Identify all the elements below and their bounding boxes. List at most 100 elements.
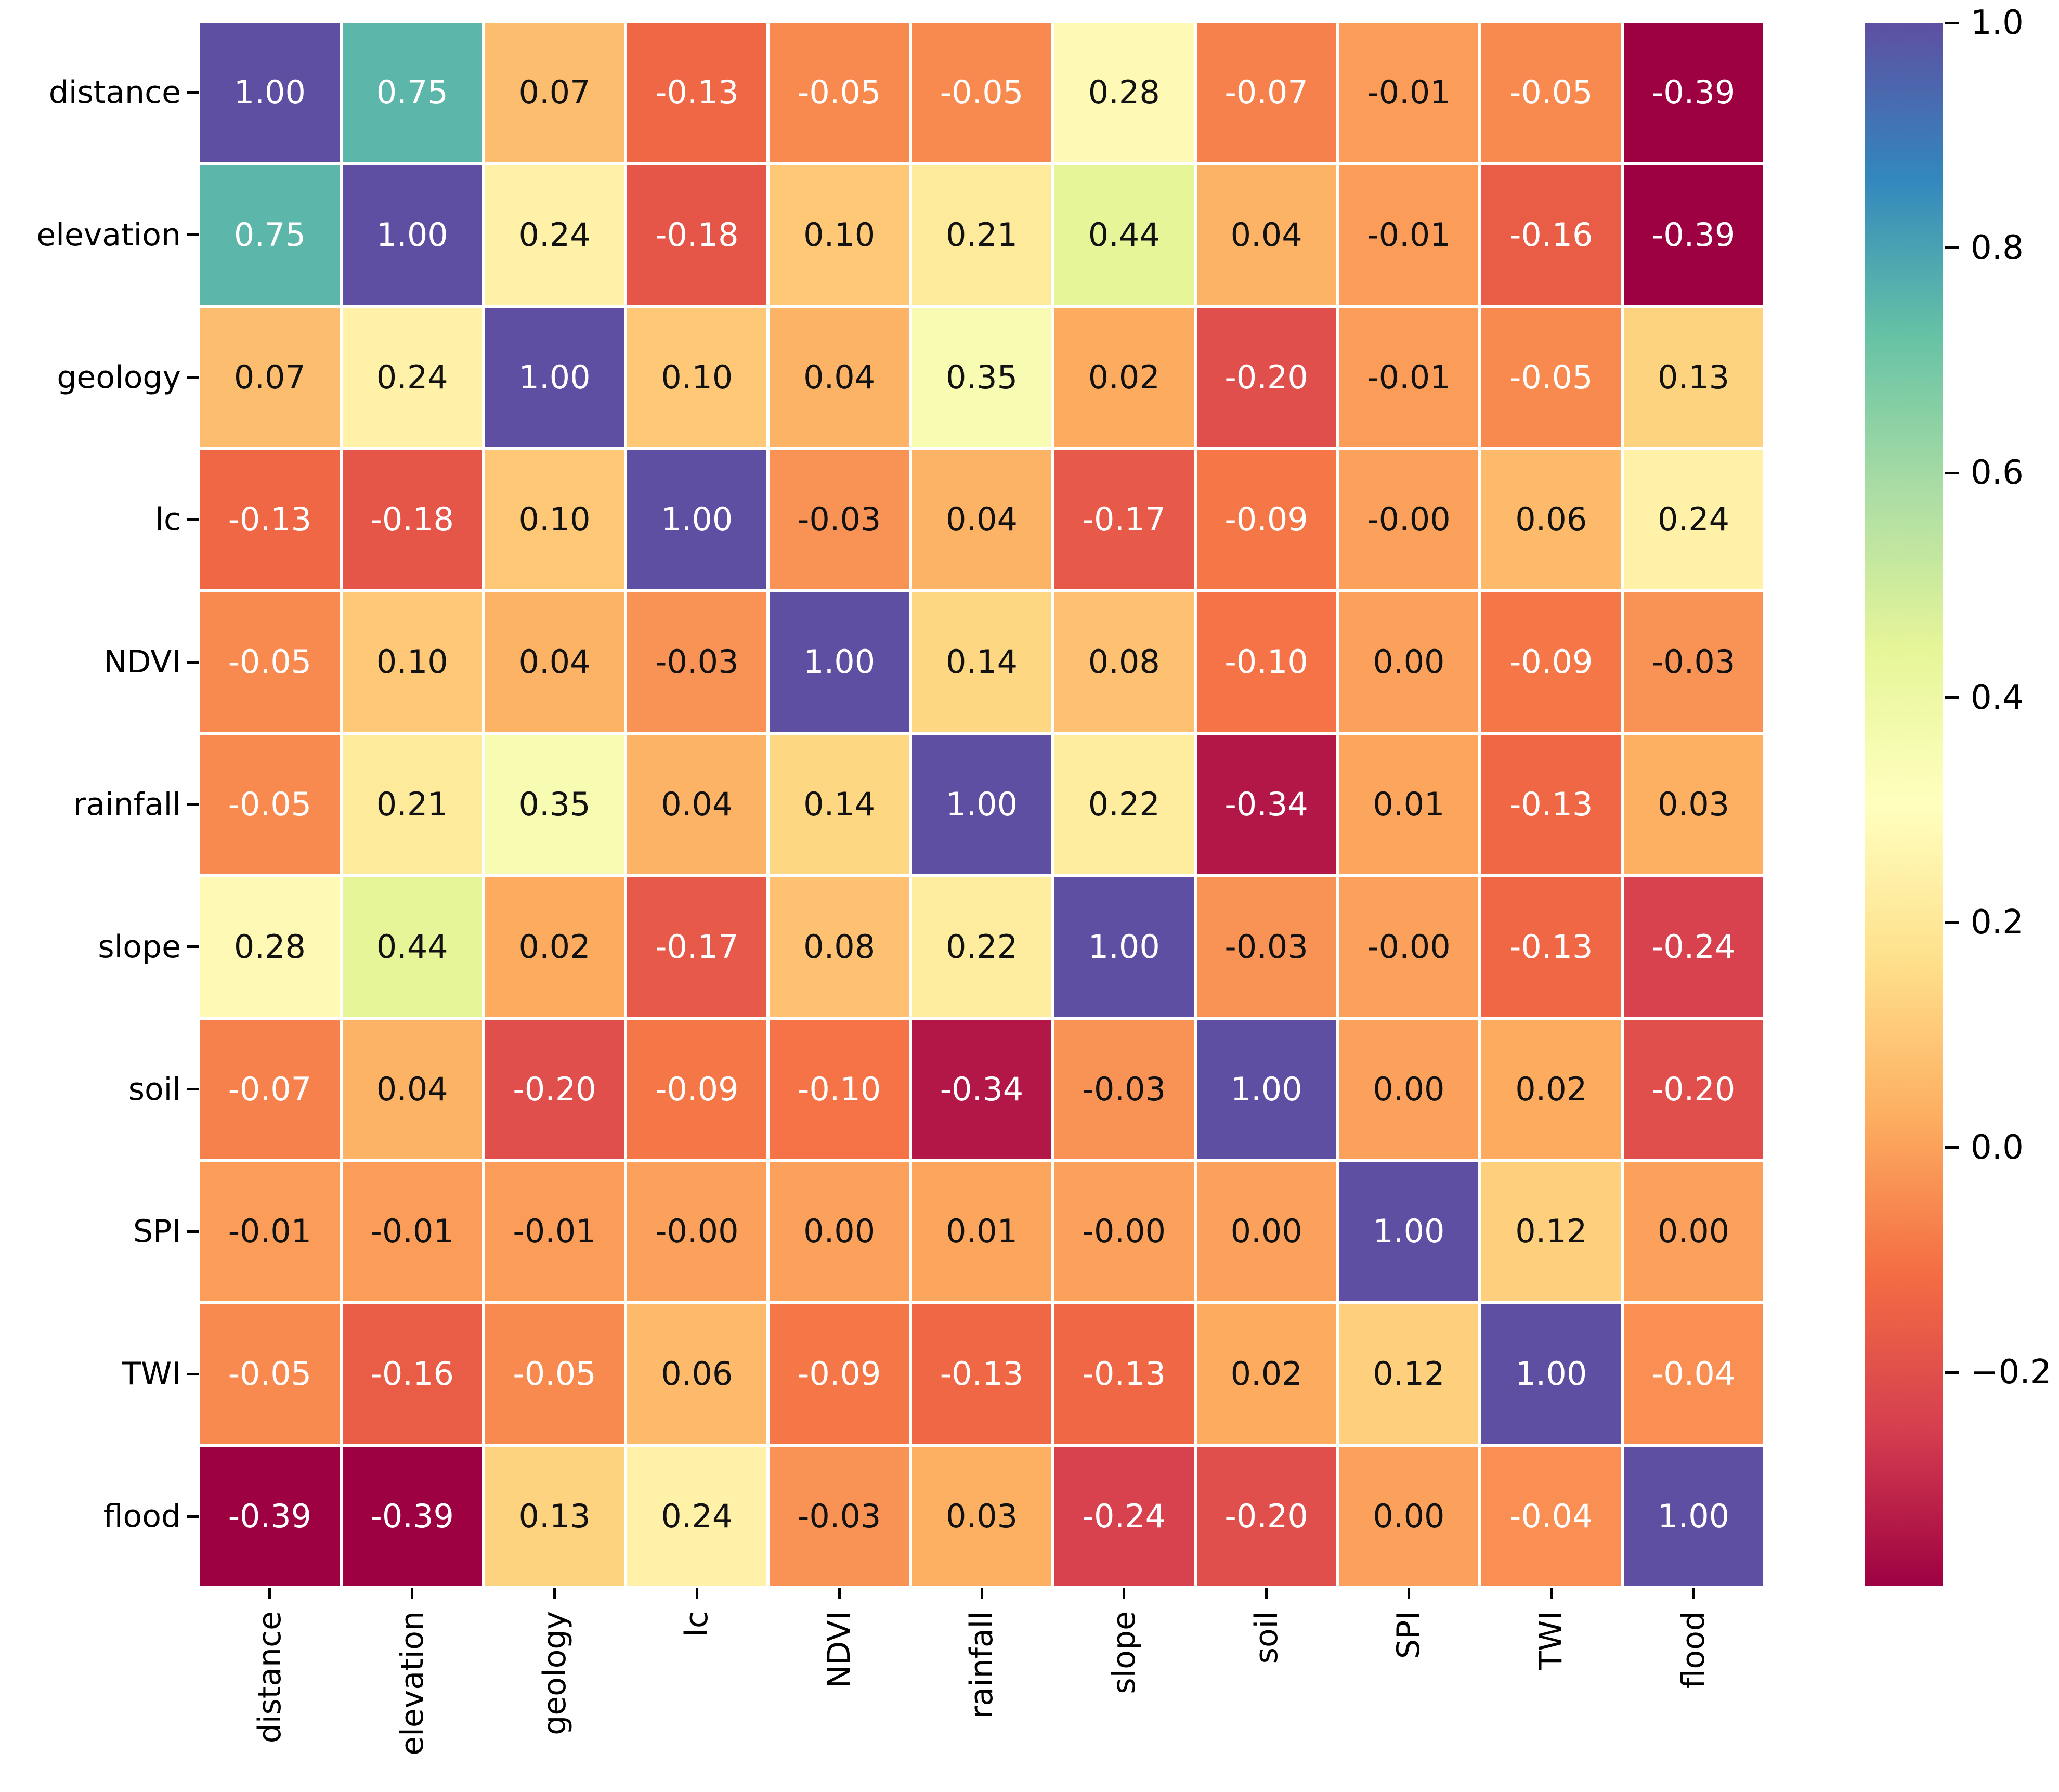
y-axis-label-soil: soil xyxy=(128,1071,181,1108)
colorbar-tick-label-0.2: 0.2 xyxy=(1971,903,2024,942)
heatmap-cell-rainfall-rainfall: 1.00 xyxy=(912,735,1051,874)
x-tick-mark xyxy=(1692,1588,1695,1599)
heatmap-cell-NDVI-elevation: 0.10 xyxy=(342,592,482,732)
y-tick-mark xyxy=(187,1230,199,1233)
heatmap-cell-slope-elevation: 0.44 xyxy=(342,877,482,1017)
heatmap-cell-NDVI-rainfall: 0.14 xyxy=(912,592,1051,732)
y-axis-label-slope: slope xyxy=(98,928,181,965)
heatmap-cell-lc-SPI: -0.00 xyxy=(1339,450,1479,590)
heatmap-cell-lc-geology: 0.10 xyxy=(485,450,624,590)
heatmap-cell-NDVI-geology: 0.04 xyxy=(485,592,624,732)
x-axis-label-TWI: TWI xyxy=(1533,1611,1570,1670)
heatmap-cell-slope-geology: 0.02 xyxy=(485,877,624,1017)
colorbar-tick-mark xyxy=(1945,696,1959,699)
colorbar-tick-label-−0.2: −0.2 xyxy=(1971,1353,2052,1392)
y-axis-label-flood: flood xyxy=(103,1498,181,1535)
heatmap-cell-soil-elevation: 0.04 xyxy=(342,1019,482,1159)
heatmap-cell-NDVI-soil: -0.10 xyxy=(1196,592,1336,732)
x-tick-mark xyxy=(1549,1588,1553,1599)
heatmap-cell-geology-rainfall: 0.35 xyxy=(912,307,1051,447)
colorbar-tick-mark xyxy=(1945,471,1959,474)
colorbar-tick-label-0.8: 0.8 xyxy=(1971,228,2024,267)
heatmap-cell-rainfall-lc: 0.04 xyxy=(627,735,767,874)
heatmap-cell-soil-soil: 1.00 xyxy=(1196,1019,1336,1159)
heatmap-cell-flood-TWI: -0.04 xyxy=(1481,1447,1621,1586)
heatmap-cell-slope-slope: 1.00 xyxy=(1054,877,1194,1017)
heatmap-cell-lc-distance: -0.13 xyxy=(200,450,340,590)
heatmap-cell-rainfall-soil: -0.34 xyxy=(1196,735,1336,874)
heatmap-cell-elevation-lc: -0.18 xyxy=(627,165,767,305)
colorbar-gradient xyxy=(1865,23,1943,1586)
heatmap-cell-NDVI-distance: -0.05 xyxy=(200,592,340,732)
heatmap-cell-geology-flood: 0.13 xyxy=(1624,307,1763,447)
y-axis-label-geology: geology xyxy=(57,359,181,396)
heatmap-cell-TWI-distance: -0.05 xyxy=(200,1304,340,1444)
y-axis-label-elevation: elevation xyxy=(36,216,181,253)
heatmap-cell-slope-lc: -0.17 xyxy=(627,877,767,1017)
heatmap-cell-rainfall-NDVI: 0.14 xyxy=(770,735,909,874)
heatmap-cell-soil-distance: -0.07 xyxy=(200,1019,340,1159)
x-axis-label-SPI: SPI xyxy=(1390,1611,1427,1659)
y-tick-mark xyxy=(187,233,199,237)
heatmap-cell-elevation-slope: 0.44 xyxy=(1054,165,1194,305)
x-tick-mark xyxy=(838,1588,841,1599)
y-axis-label-lc: lc xyxy=(155,501,181,538)
heatmap-cell-SPI-lc: -0.00 xyxy=(627,1162,767,1302)
heatmap-cell-rainfall-elevation: 0.21 xyxy=(342,735,482,874)
heatmap-cell-SPI-NDVI: 0.00 xyxy=(770,1162,909,1302)
heatmap-cell-slope-distance: 0.28 xyxy=(200,877,340,1017)
heatmap-cell-geology-geology: 1.00 xyxy=(485,307,624,447)
y-tick-mark xyxy=(187,91,199,94)
heatmap-cell-geology-soil: -0.20 xyxy=(1196,307,1336,447)
x-tick-mark xyxy=(268,1588,271,1599)
heatmap-cell-lc-TWI: 0.06 xyxy=(1481,450,1621,590)
heatmap-cell-slope-SPI: -0.00 xyxy=(1339,877,1479,1017)
y-axis-label-SPI: SPI xyxy=(133,1213,181,1250)
heatmap-cell-SPI-flood: 0.00 xyxy=(1624,1162,1763,1302)
heatmap-cell-soil-rainfall: -0.34 xyxy=(912,1019,1051,1159)
heatmap-cell-elevation-geology: 0.24 xyxy=(485,165,624,305)
heatmap-cell-flood-slope: -0.24 xyxy=(1054,1447,1194,1586)
y-axis-label-NDVI: NDVI xyxy=(103,644,181,681)
y-axis-label-rainfall: rainfall xyxy=(73,786,181,823)
heatmap-cell-distance-rainfall: -0.05 xyxy=(912,23,1051,162)
heatmap-cell-flood-geology: 0.13 xyxy=(485,1447,624,1586)
heatmap-cell-flood-distance: -0.39 xyxy=(200,1447,340,1586)
x-tick-mark xyxy=(553,1588,556,1599)
heatmap-cell-lc-soil: -0.09 xyxy=(1196,450,1336,590)
x-tick-mark xyxy=(1407,1588,1410,1599)
x-axis-label-soil: soil xyxy=(1248,1611,1285,1664)
heatmap-cell-rainfall-TWI: -0.13 xyxy=(1481,735,1621,874)
heatmap-cell-TWI-TWI: 1.00 xyxy=(1481,1304,1621,1444)
heatmap-cell-geology-lc: 0.10 xyxy=(627,307,767,447)
heatmap-cell-TWI-geology: -0.05 xyxy=(485,1304,624,1444)
heatmap-cell-distance-distance: 1.00 xyxy=(200,23,340,162)
heatmap-cell-rainfall-distance: -0.05 xyxy=(200,735,340,874)
heatmap-cell-slope-flood: -0.24 xyxy=(1624,877,1763,1017)
y-tick-mark xyxy=(187,803,199,806)
heatmap-cell-geology-elevation: 0.24 xyxy=(342,307,482,447)
heatmap-cell-TWI-elevation: -0.16 xyxy=(342,1304,482,1444)
heatmap-cell-geology-NDVI: 0.04 xyxy=(770,307,909,447)
heatmap-cell-slope-TWI: -0.13 xyxy=(1481,877,1621,1017)
heatmap-cell-SPI-TWI: 0.12 xyxy=(1481,1162,1621,1302)
heatmap-cell-soil-geology: -0.20 xyxy=(485,1019,624,1159)
x-axis-label-flood: flood xyxy=(1675,1611,1712,1689)
colorbar-tick-mark xyxy=(1945,1146,1959,1149)
heatmap-cell-rainfall-SPI: 0.01 xyxy=(1339,735,1479,874)
heatmap-cell-slope-NDVI: 0.08 xyxy=(770,877,909,1017)
heatmap-cell-elevation-elevation: 1.00 xyxy=(342,165,482,305)
heatmap-cell-soil-NDVI: -0.10 xyxy=(770,1019,909,1159)
heatmap-cell-flood-lc: 0.24 xyxy=(627,1447,767,1586)
heatmap-cell-rainfall-flood: 0.03 xyxy=(1624,735,1763,874)
heatmap-cell-lc-NDVI: -0.03 xyxy=(770,450,909,590)
heatmap-cell-soil-slope: -0.03 xyxy=(1054,1019,1194,1159)
colorbar-tick-label-0.0: 0.0 xyxy=(1971,1128,2024,1167)
heatmap-cell-slope-rainfall: 0.22 xyxy=(912,877,1051,1017)
heatmap-cell-lc-slope: -0.17 xyxy=(1054,450,1194,590)
heatmap-cell-SPI-SPI: 1.00 xyxy=(1339,1162,1479,1302)
heatmap-cell-elevation-distance: 0.75 xyxy=(200,165,340,305)
heatmap-cell-NDVI-TWI: -0.09 xyxy=(1481,592,1621,732)
y-tick-mark xyxy=(187,376,199,379)
y-tick-mark xyxy=(187,1515,199,1518)
